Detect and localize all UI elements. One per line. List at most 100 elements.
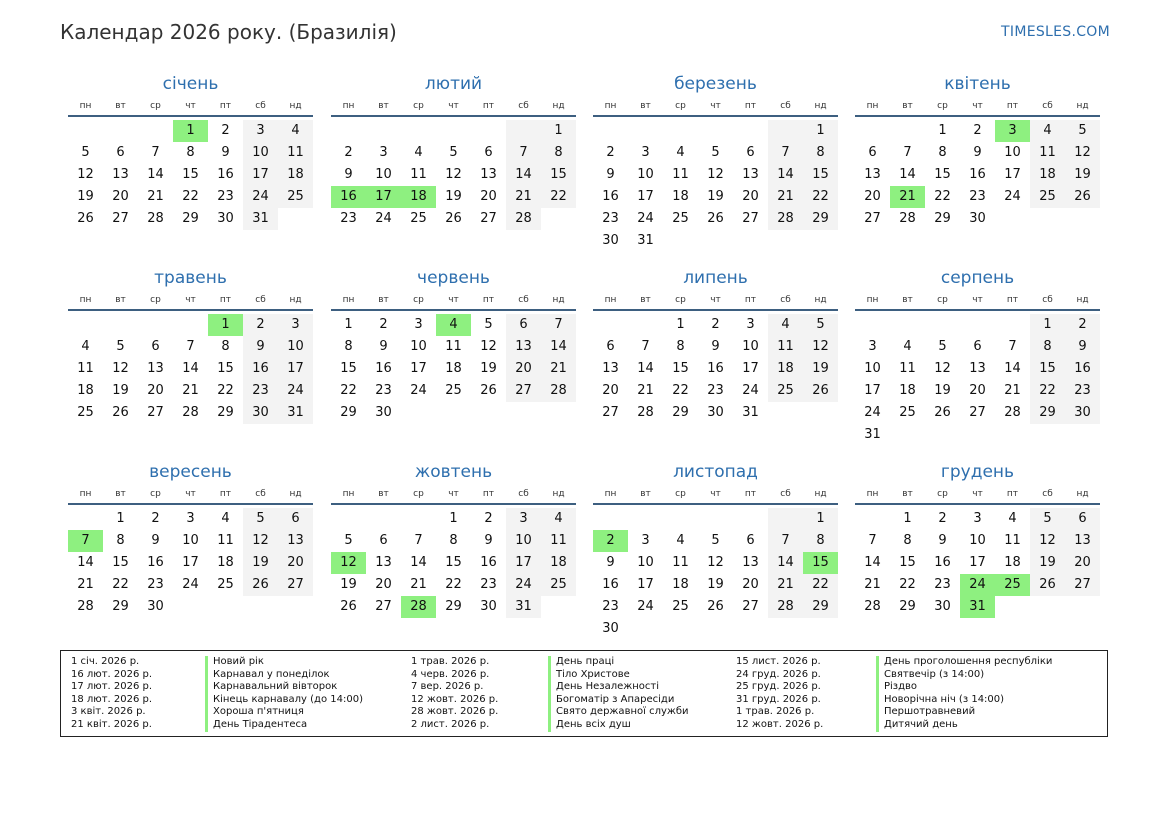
month-name: січень [162, 74, 219, 94]
day-cell: 8 [676, 339, 685, 354]
day-cell: 11 [672, 555, 689, 570]
weekday-label: сб [1042, 101, 1053, 111]
day-cell: 7 [414, 533, 423, 548]
weekday-label: пн [866, 101, 879, 111]
weekday-label: нд [814, 101, 827, 111]
day-cell: 13 [1065, 530, 1100, 552]
day-cell: 10 [1004, 145, 1021, 160]
day-cell: 12 [1065, 142, 1100, 164]
day-cell: 31 [637, 233, 654, 248]
day-cell: 17 [637, 189, 654, 204]
day-cell: 2 [484, 511, 493, 526]
empty-cell [890, 120, 925, 142]
day-cell: 5 [711, 533, 720, 548]
weekday-label: пт [219, 489, 232, 499]
day-cell: 18 [445, 361, 462, 376]
day-cell: 29 [445, 599, 462, 614]
month-name: липень [683, 268, 748, 288]
legend-holiday-name: Святвечір (з 14:00) [876, 668, 1052, 682]
day-cell: 11 [1004, 533, 1021, 548]
day-cell: 28 [541, 380, 576, 402]
day-cell: 9 [484, 533, 493, 548]
weekday-label: пн [79, 295, 92, 305]
weekday-label: пн [79, 101, 92, 111]
day-cell: 15 [340, 361, 357, 376]
day-cell: 13 [278, 530, 313, 552]
legend-holiday-name: Різдво [876, 681, 1052, 694]
day-cell: 5 [1030, 508, 1065, 530]
day-cell: 11 [410, 167, 427, 182]
day-cell: 21 [410, 577, 427, 592]
day-cell: 19 [480, 361, 497, 376]
day-cell: 9 [938, 533, 947, 548]
day-cell: 17 [637, 577, 654, 592]
weekday-label: ср [675, 101, 686, 111]
day-cell: 18 [1030, 164, 1065, 186]
day-cell: 3 [641, 145, 650, 160]
holiday-day-cell: 12 [331, 552, 366, 574]
weekday-label: нд [814, 295, 827, 305]
day-cell: 10 [969, 533, 986, 548]
day-cell: 6 [1065, 508, 1100, 530]
day-cell: 25 [77, 405, 94, 420]
day-cell: 15 [182, 167, 199, 182]
day-cell: 16 [243, 358, 278, 380]
day-cell: 11 [278, 142, 313, 164]
day-cell: 30 [934, 599, 951, 614]
day-cell: 21 [768, 186, 803, 208]
day-cell: 27 [1065, 574, 1100, 596]
day-cell: 1 [803, 508, 838, 530]
legend-date: 28 жовт. 2026 р. [411, 706, 499, 718]
day-cell: 7 [903, 145, 912, 160]
day-cell: 26 [707, 599, 724, 614]
empty-cell [593, 508, 628, 530]
day-cell: 5 [803, 314, 838, 336]
day-cell: 2 [221, 123, 230, 138]
site-link[interactable]: TIMESLES.COM [1001, 24, 1110, 40]
day-cell: 7 [768, 142, 803, 164]
empty-cell [68, 314, 103, 336]
day-cell: 23 [217, 189, 234, 204]
day-cell: 7 [151, 145, 160, 160]
day-cell: 2 [938, 511, 947, 526]
legend-holiday-name: Богоматір з Апаресіди [548, 693, 689, 707]
month-7: серпень пн вт ср чт пт сб нд 1 2 3 4 5 6 7 8 9 10 11 12 13 14… [855, 267, 1100, 446]
day-cell: 14 [864, 555, 881, 570]
day-cell: 29 [803, 208, 838, 230]
weekday-label: чт [710, 489, 721, 499]
day-cell: 7 [506, 142, 541, 164]
day-cell: 20 [375, 577, 392, 592]
weekday-label: ср [150, 295, 161, 305]
day-cell: 30 [375, 405, 392, 420]
empty-cell [855, 314, 890, 336]
day-cell: 14 [541, 336, 576, 358]
day-cell: 1 [1030, 314, 1065, 336]
legend-date: 25 груд. 2026 р. [736, 681, 821, 693]
day-cell: 24 [1004, 189, 1021, 204]
day-cell: 7 [868, 533, 877, 548]
header-divider [593, 309, 838, 311]
empty-cell [138, 314, 173, 336]
day-cell: 21 [768, 574, 803, 596]
month-2: березень пн вт ср чт пт сб нд 1 2 3 4 5 6 7 8 9 10 11 12 13 1… [593, 73, 838, 252]
day-cell: 3 [278, 314, 313, 336]
weekday-label: сб [1042, 489, 1053, 499]
day-cell: 10 [637, 167, 654, 182]
day-cell: 28 [1004, 405, 1021, 420]
weekday-label: сб [780, 489, 791, 499]
day-cell: 13 [112, 167, 129, 182]
day-cell: 22 [445, 577, 462, 592]
day-cell: 23 [969, 189, 986, 204]
day-cell: 12 [1030, 530, 1065, 552]
day-cell: 5 [711, 145, 720, 160]
weekday-label: пн [342, 295, 355, 305]
day-cell: 19 [1065, 164, 1100, 186]
day-cell: 8 [541, 142, 576, 164]
weekday-label: чт [185, 295, 196, 305]
day-cell: 20 [969, 383, 986, 398]
legend-date: 21 квіт. 2026 р. [71, 718, 152, 730]
day-cell: 24 [410, 383, 427, 398]
weekday-label: чт [972, 295, 983, 305]
empty-cell [995, 314, 1030, 336]
day-cell: 1 [344, 317, 353, 332]
